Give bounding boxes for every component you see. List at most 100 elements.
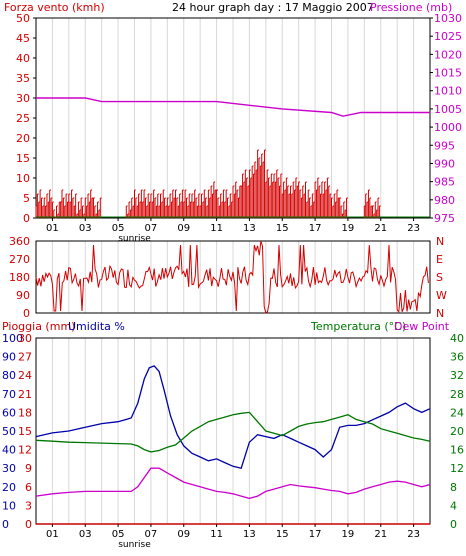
pressure-line — [36, 97, 430, 117]
humidity-tick-label: 10 — [2, 499, 16, 512]
x-tick-label: 11 — [210, 529, 223, 540]
humidity-axis-title: Umidita % — [68, 320, 125, 333]
pressure-tick-label: 985 — [434, 176, 455, 189]
pressure-tick-label: 995 — [434, 139, 455, 152]
direction-line — [35, 240, 429, 314]
humidity-tick-label: 0 — [2, 518, 9, 531]
rain-humidity-temperature-panel: 0102030405060708090100036912151821242730… — [2, 332, 464, 550]
temperature-tick-label: 0 — [450, 518, 457, 531]
temperature-tick-label: 16 — [450, 444, 464, 457]
humidity-tick-label: 60 — [2, 406, 16, 419]
wind-tick-label: 50 — [16, 12, 30, 25]
chart-title: 24 hour graph day : 17 Maggio 2007 — [172, 1, 374, 14]
wind-tick-label: 30 — [16, 92, 30, 105]
wind-axis-title: Forza vento (kmh) — [4, 1, 105, 14]
compass-label: W — [436, 289, 447, 302]
x-tick-label: 07 — [145, 529, 158, 540]
x-tick-label: 01 — [46, 223, 59, 234]
x-tick-label: 01 — [46, 529, 59, 540]
x-tick-label: 19 — [342, 223, 355, 234]
direction-tick-label: 270 — [9, 253, 30, 266]
x-tick-label: 03 — [79, 223, 92, 234]
humidity-tick-label: 90 — [2, 351, 16, 364]
pressure-tick-label: 1030 — [434, 12, 462, 25]
x-tick-label: 05 — [112, 529, 125, 540]
temperature-line — [35, 411, 431, 453]
wind-tick-label: 35 — [16, 72, 30, 85]
x-tick-label: 17 — [309, 529, 322, 540]
humidity-tick-label: 70 — [2, 388, 16, 401]
x-tick-label: 21 — [374, 529, 387, 540]
temperature-tick-label: 28 — [450, 388, 464, 401]
compass-label: N — [436, 307, 444, 320]
pressure-tick-label: 980 — [434, 194, 455, 207]
wind-tick-label: 15 — [16, 152, 30, 165]
temperature-tick-label: 40 — [450, 332, 464, 345]
pressure-tick-label: 1020 — [434, 48, 462, 61]
rain-tick-label: 27 — [18, 351, 32, 364]
x-tick-label: 09 — [177, 529, 190, 540]
wind-tick-label: 0 — [23, 212, 30, 225]
wind-tick-label: 25 — [16, 112, 30, 125]
x-tick-label: 15 — [276, 223, 289, 234]
pressure-tick-label: 1010 — [434, 85, 462, 98]
direction-plot-frame — [35, 240, 431, 314]
wind-tick-label: 20 — [16, 132, 30, 145]
humidity-tick-label: 30 — [2, 462, 16, 475]
pressure-tick-label: 990 — [434, 157, 455, 170]
rain-tick-label: 15 — [18, 425, 32, 438]
wind-tick-label: 40 — [16, 52, 30, 65]
humidity-tick-label: 100 — [2, 332, 23, 345]
dewpoint-line — [35, 467, 431, 500]
humidity-tick-label: 50 — [2, 425, 16, 438]
pressure-axis-title: Pressione (mb) — [370, 1, 452, 14]
temperature-tick-label: 36 — [450, 351, 464, 364]
temperature-tick-label: 4 — [450, 499, 457, 512]
temperature-tick-label: 8 — [450, 481, 457, 494]
x-tick-label: 23 — [407, 223, 420, 234]
pressure-tick-label: 1005 — [434, 103, 462, 116]
x-tick-label: 17 — [309, 223, 322, 234]
direction-tick-label: 180 — [9, 271, 30, 284]
dewpoint-axis-title: Dew Point — [394, 320, 450, 333]
rain-tick-label: 24 — [18, 369, 32, 382]
direction-tick-label: 90 — [16, 289, 30, 302]
rain-tick-label: 0 — [25, 518, 32, 531]
rain-axis-title: Pioggia (mm) — [2, 320, 75, 333]
x-tick-label: 11 — [210, 223, 223, 234]
direction-tick-label: 0 — [23, 307, 30, 320]
pressure-tick-label: 1000 — [434, 121, 462, 134]
compass-label: S — [436, 271, 443, 284]
wind-pressure-panel: 0510152025303540455097598098599099510001… — [16, 12, 462, 244]
sunrise-label: sunrise — [118, 540, 151, 550]
x-tick-label: 21 — [374, 223, 387, 234]
temperature-tick-label: 12 — [450, 462, 464, 475]
wind-tick-label: 10 — [16, 172, 30, 185]
temperature-tick-label: 32 — [450, 369, 464, 382]
temperature-tick-label: 20 — [450, 425, 464, 438]
compass-label: E — [436, 253, 443, 266]
temperature-tick-label: 24 — [450, 406, 464, 419]
x-tick-label: 05 — [112, 223, 125, 234]
rain-tick-label: 9 — [25, 462, 32, 475]
humidity-tick-label: 80 — [2, 369, 16, 382]
rain-tick-label: 12 — [18, 444, 32, 457]
x-tick-label: 07 — [145, 223, 158, 234]
humidity-tick-label: 20 — [2, 481, 16, 494]
x-tick-label: 15 — [276, 529, 289, 540]
compass-label: N — [436, 235, 444, 248]
rain-tick-label: 18 — [18, 406, 32, 419]
wind-tick-label: 45 — [16, 32, 30, 45]
direction-tick-label: 360 — [9, 235, 30, 248]
rain-tick-label: 30 — [18, 332, 32, 345]
humidity-line — [35, 365, 431, 469]
pressure-tick-label: 975 — [434, 212, 455, 225]
rain-tick-label: 21 — [18, 388, 32, 401]
x-tick-label: 13 — [243, 529, 256, 540]
humidity-tick-label: 40 — [2, 444, 16, 457]
rain-tick-label: 6 — [25, 481, 32, 494]
wind-tick-label: 5 — [23, 192, 30, 205]
